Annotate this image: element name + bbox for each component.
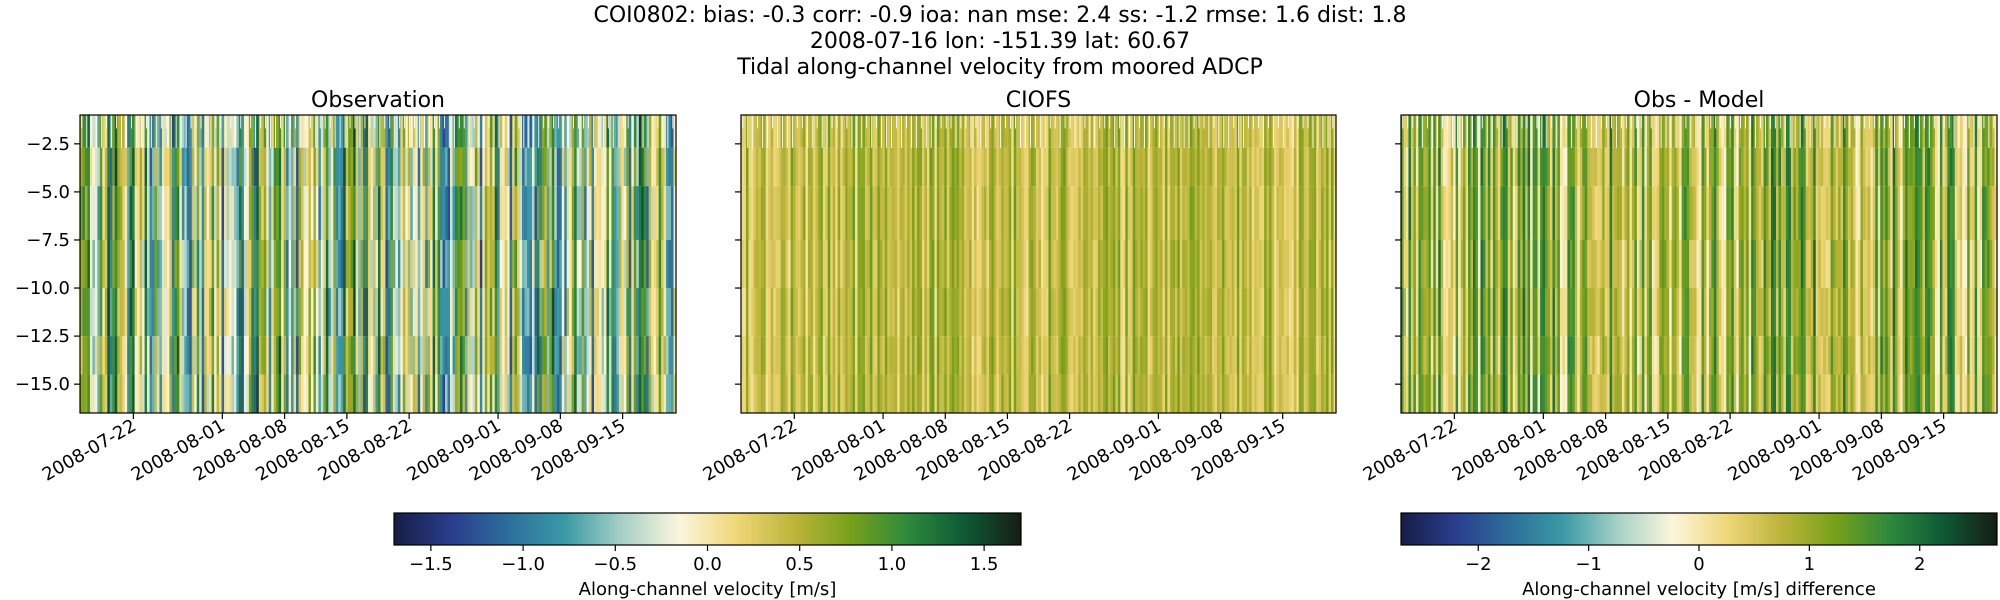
panel-title: Obs - Model <box>1634 88 1765 113</box>
heatmap-cells <box>1401 115 1998 413</box>
colorbar-velocity: −1.5 −1.0 −0.5 0.0 0.5 1.0 1.5 Along-channel ve… <box>393 512 1022 600</box>
colorbar-gradient <box>393 512 1022 546</box>
header-date-location: 2008-07-16 lon: -151.39 lat: 60.67 <box>810 29 1190 54</box>
axes-frame <box>1400 114 1998 414</box>
y-tick-label: −10.0 <box>15 278 70 299</box>
axes-frame <box>740 114 1337 414</box>
x-tick-label: 2008-07-22 <box>1360 415 1461 485</box>
header-description: Tidal along-channel velocity from moored… <box>736 55 1263 80</box>
colorbar-tick-label: 1 <box>1804 554 1815 575</box>
colorbar-tick-label: −1.5 <box>409 554 453 575</box>
colorbar-tick-label: −1.0 <box>501 554 545 575</box>
panel-title: Observation <box>311 88 445 113</box>
panel-1: CIOFS2008-07-222008-08-012008-08-082008-… <box>700 88 1337 486</box>
colorbar-tick-label: −2 <box>1465 554 1492 575</box>
y-tick-label: −7.5 <box>26 230 70 251</box>
panel-title: CIOFS <box>1006 88 1071 113</box>
colorbar-tick-label: 0 <box>1693 554 1704 575</box>
colorbar-tick-label: −0.5 <box>593 554 637 575</box>
colorbar-tick-label: 0.0 <box>693 554 722 575</box>
x-tick-label: 2008-07-22 <box>700 415 801 485</box>
y-tick-label: −12.5 <box>15 326 70 347</box>
header-stats: COI0802: bias: -0.3 corr: -0.9 ioa: nan … <box>593 3 1406 28</box>
colorbar-tick-label: 2 <box>1914 554 1925 575</box>
colorbar-tick-label: 1.0 <box>878 554 907 575</box>
colorbar-difference: −2 −1 0 1 2 Along-channel velocity [m/s] diff… <box>1400 512 1998 600</box>
panel-0: Observation −2.5 −5.0 −7.5 −10.0 −12.5 −15.0 20… <box>15 88 677 486</box>
colorbar-tick-label: −1 <box>1575 554 1602 575</box>
colorbar-gradient <box>1400 512 1998 546</box>
colorbar-tick-label: 0.5 <box>785 554 814 575</box>
panels: Observation −2.5 −5.0 −7.5 −10.0 −12.5 −15.0 20… <box>15 88 1998 486</box>
y-tick-label: −2.5 <box>26 134 70 155</box>
colorbar-label: Along-channel velocity [m/s] difference <box>1522 579 1876 600</box>
heatmap-cells <box>741 115 1337 413</box>
y-tick-label: −15.0 <box>15 374 70 395</box>
colorbars: −1.5 −1.0 −0.5 0.0 0.5 1.0 1.5 Along-channel ve… <box>393 512 1998 600</box>
panel-2: Obs - Model2008-07-222008-08-012008-08-0… <box>1360 88 1998 486</box>
colorbar-tick-label: 1.5 <box>970 554 999 575</box>
heatmap-cells <box>80 115 677 413</box>
colorbar-label: Along-channel velocity [m/s] <box>579 579 837 600</box>
x-tick-label: 2008-07-22 <box>39 415 140 485</box>
axes-frame <box>79 114 677 414</box>
y-tick-label: −5.0 <box>26 182 70 203</box>
